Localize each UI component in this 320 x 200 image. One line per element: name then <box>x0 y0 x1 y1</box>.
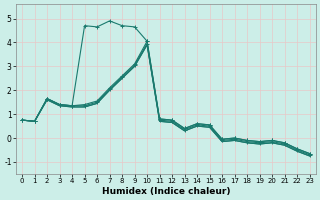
X-axis label: Humidex (Indice chaleur): Humidex (Indice chaleur) <box>101 187 230 196</box>
